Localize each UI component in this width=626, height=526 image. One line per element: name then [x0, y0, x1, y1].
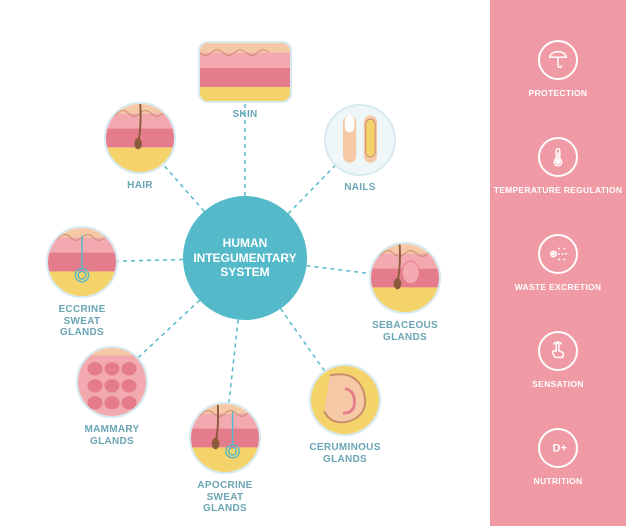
- thumb-sebaceous: [369, 242, 441, 314]
- thumb-eccrine: [46, 226, 118, 298]
- node-eccrine: ECCRINE SWEAT GLANDS: [46, 226, 118, 339]
- function-sensation: SENSATION: [532, 331, 584, 389]
- touch-icon: [538, 331, 578, 371]
- central-hub: HUMAN INTEGUMENTARY SYSTEM: [183, 196, 307, 320]
- node-label: APOCRINE SWEAT GLANDS: [189, 480, 261, 515]
- node-apocrine: APOCRINE SWEAT GLANDS: [189, 402, 261, 515]
- thumb-nails: [324, 104, 396, 176]
- function-nutrition: D+ NUTRITION: [534, 428, 583, 486]
- thumb-hair: [104, 102, 176, 174]
- d-plus-icon: D+: [538, 428, 578, 468]
- svg-text:D+: D+: [552, 443, 566, 455]
- function-label: WASTE EXCRETION: [515, 282, 602, 292]
- thumb-skin: [198, 41, 292, 103]
- thumb-apocrine: [189, 402, 261, 474]
- function-temp: TEMPERATURE REGULATION: [494, 137, 623, 195]
- function-protection: PROTECTION: [529, 40, 588, 98]
- functions-sidebar: PROTECTION TEMPERATURE REGULATION WASTE EX…: [490, 0, 626, 526]
- node-skin: SKIN: [198, 41, 292, 121]
- node-label: NAILS: [344, 182, 376, 194]
- node-ceruminous: CERUMINOUS GLANDS: [309, 364, 381, 465]
- thermometer-icon: [538, 137, 578, 177]
- node-label: ECCRINE SWEAT GLANDS: [46, 304, 118, 339]
- function-label: NUTRITION: [534, 476, 583, 486]
- node-label: SKIN: [232, 109, 257, 121]
- diagram-area: HUMAN INTEGUMENTARY SYSTEM SKIN NAILS SEB…: [0, 0, 490, 526]
- excrete-icon: [538, 234, 578, 274]
- node-label: HAIR: [127, 180, 153, 192]
- node-mammary: MAMMARY GLANDS: [76, 346, 148, 447]
- function-label: TEMPERATURE REGULATION: [494, 185, 623, 195]
- function-label: SENSATION: [532, 379, 584, 389]
- node-hair: HAIR: [104, 102, 176, 192]
- node-label: MAMMARY GLANDS: [76, 424, 148, 447]
- thumb-ceruminous: [309, 364, 381, 436]
- function-label: PROTECTION: [529, 88, 588, 98]
- function-waste: WASTE EXCRETION: [515, 234, 602, 292]
- node-sebaceous: SEBACEOUS GLANDS: [369, 242, 441, 343]
- node-label: CERUMINOUS GLANDS: [309, 442, 381, 465]
- central-hub-title: HUMAN INTEGUMENTARY SYSTEM: [193, 236, 297, 279]
- thumb-mammary: [76, 346, 148, 418]
- node-label: SEBACEOUS GLANDS: [369, 320, 441, 343]
- node-nails: NAILS: [324, 104, 396, 194]
- umbrella-icon: [538, 40, 578, 80]
